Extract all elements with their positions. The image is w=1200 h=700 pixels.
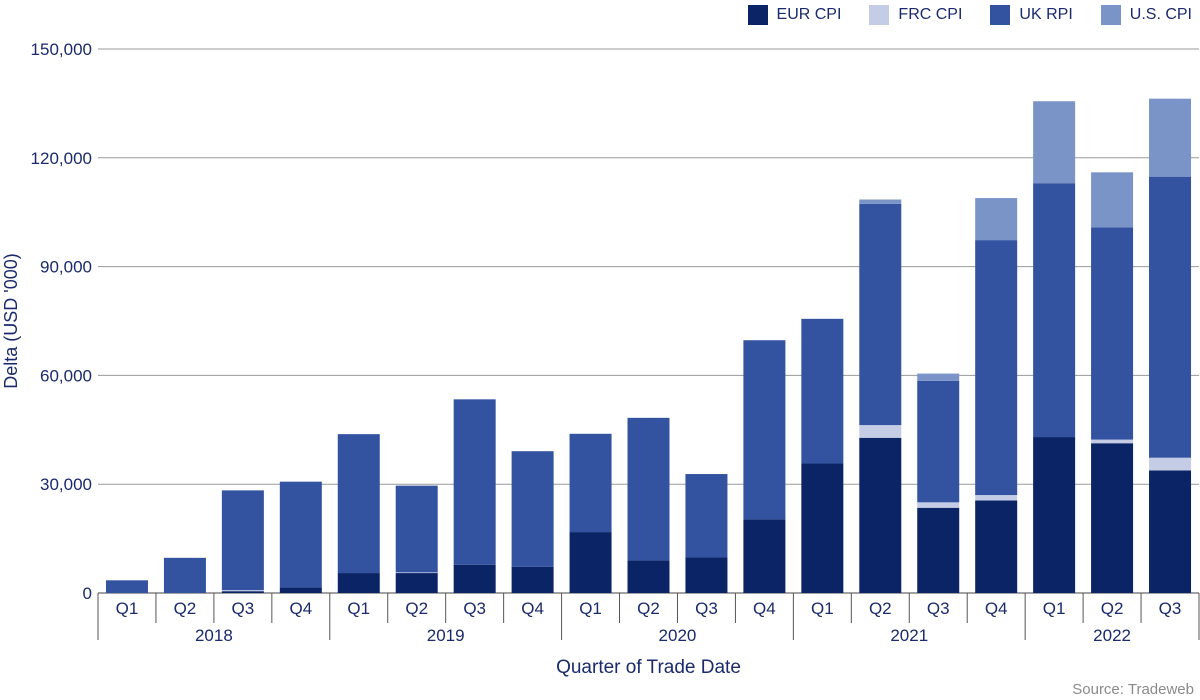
x-tick-label: Q2 — [405, 599, 428, 618]
x-tick-label: Q3 — [463, 599, 486, 618]
source-note: Source: Tradeweb — [1072, 681, 1194, 698]
legend-swatch-eur-cpi — [747, 5, 768, 25]
bar-segment-uk-rpi — [105, 580, 148, 593]
legend-swatch-us-cpi — [1100, 5, 1121, 25]
year-label-2018: 2018 — [195, 626, 233, 645]
bar-segment-uk-rpi — [801, 318, 844, 464]
bar-segment-eur-cpi — [279, 587, 322, 593]
y-tick-label: 120,000 — [31, 149, 92, 168]
bar-segment-eur-cpi — [1149, 470, 1192, 593]
bar-segment-frc-cpi — [221, 590, 264, 592]
bar-segment-uk-rpi — [685, 474, 728, 558]
bar-segment-uk-rpi — [743, 340, 786, 520]
bar-segment-uk-rpi — [163, 557, 206, 593]
bar-segment-uk-rpi — [337, 434, 380, 574]
bar-segment-eur-cpi — [337, 573, 380, 593]
legend-label-frc-cpi: FRC CPI — [898, 6, 963, 23]
y-axis-title: Delta (USD '000) — [1, 253, 21, 388]
bar-segment-uk-rpi — [627, 417, 670, 561]
x-tick-label: Q1 — [811, 599, 834, 618]
bar-segment-u-s-cpi — [1149, 98, 1192, 177]
bar-segment-uk-rpi — [975, 240, 1018, 496]
x-tick-label: Q1 — [116, 599, 139, 618]
bar-segment-u-s-cpi — [1033, 101, 1076, 184]
bar-segment-eur-cpi — [685, 557, 728, 593]
bar-segment-eur-cpi — [627, 560, 670, 593]
year-label-2020: 2020 — [659, 626, 697, 645]
x-tick-label: Q4 — [521, 599, 544, 618]
bar-segment-uk-rpi — [859, 203, 902, 426]
x-tick-label: Q1 — [347, 599, 370, 618]
bar-segment-eur-cpi — [511, 566, 554, 593]
bar-segment-uk-rpi — [279, 481, 322, 588]
bar-segment-uk-rpi — [221, 490, 264, 591]
x-tick-label: Q3 — [232, 599, 255, 618]
x-tick-label: Q1 — [1043, 599, 1066, 618]
year-label-2019: 2019 — [427, 626, 465, 645]
y-tick-label: 150,000 — [31, 40, 92, 59]
bar-segment-eur-cpi — [1033, 437, 1076, 593]
year-label-2021: 2021 — [890, 626, 928, 645]
bar-segment-uk-rpi — [1149, 176, 1192, 458]
year-label-2022: 2022 — [1093, 626, 1131, 645]
bar-segment-frc-cpi — [1091, 439, 1134, 444]
legend-item-uk-rpi: UK RPI — [990, 5, 1073, 25]
bar-segment-eur-cpi — [975, 500, 1018, 593]
x-tick-label: Q2 — [1101, 599, 1124, 618]
bar-segment-uk-rpi — [569, 433, 612, 533]
bar-segment-eur-cpi — [395, 573, 438, 593]
bar-segment-eur-cpi — [569, 532, 612, 593]
legend-swatch-uk-rpi — [990, 5, 1011, 25]
bar-segment-eur-cpi — [801, 463, 844, 593]
legend-label-eur-cpi: EUR CPI — [776, 6, 842, 23]
bar-segment-uk-rpi — [395, 485, 438, 573]
bar-segment-u-s-cpi — [859, 199, 902, 204]
bar-segment-uk-rpi — [1091, 227, 1134, 440]
x-tick-label: Q3 — [695, 599, 718, 618]
bar-segment-eur-cpi — [1091, 443, 1134, 593]
y-tick-label: 30,000 — [40, 475, 92, 494]
bar-segment-eur-cpi — [221, 591, 264, 593]
bar-segment-u-s-cpi — [975, 198, 1018, 241]
x-tick-label: Q2 — [174, 599, 197, 618]
bar-segment-u-s-cpi — [1091, 172, 1134, 228]
bar-segment-frc-cpi — [975, 495, 1018, 501]
bar-segment-uk-rpi — [453, 399, 496, 565]
x-tick-label: Q1 — [579, 599, 602, 618]
legend-item-eur-cpi: EUR CPI — [747, 5, 842, 25]
bar-segment-u-s-cpi — [917, 373, 960, 381]
bar-segment-eur-cpi — [453, 564, 496, 593]
legend-label-uk-rpi: UK RPI — [1019, 6, 1073, 23]
bar-segment-uk-rpi — [511, 451, 554, 567]
legend-item-us-cpi: U.S. CPI — [1100, 5, 1192, 25]
y-tick-label: 60,000 — [40, 366, 92, 385]
x-tick-label: Q4 — [289, 599, 312, 618]
x-axis-title: Quarter of Trade Date — [556, 657, 741, 678]
bar-segment-eur-cpi — [917, 507, 960, 593]
legend-item-frc-cpi: FRC CPI — [869, 5, 962, 25]
x-tick-label: Q4 — [753, 599, 776, 618]
chart-legend: EUR CPI FRC CPI UK RPI U.S. CPI — [720, 5, 1192, 25]
x-tick-label: Q2 — [637, 599, 660, 618]
bar-segment-frc-cpi — [395, 572, 438, 574]
bar-segment-frc-cpi — [859, 425, 902, 438]
bar-segment-uk-rpi — [1033, 183, 1076, 438]
x-tick-label: Q3 — [1159, 599, 1182, 618]
bar-segment-eur-cpi — [859, 437, 902, 593]
y-tick-label: 0 — [83, 584, 92, 603]
x-tick-label: Q2 — [869, 599, 892, 618]
bar-segment-uk-rpi — [917, 380, 960, 503]
x-tick-label: Q3 — [927, 599, 950, 618]
y-tick-label: 90,000 — [40, 258, 92, 277]
bar-segment-frc-cpi — [917, 502, 960, 508]
bar-segment-eur-cpi — [743, 519, 786, 593]
legend-label-us-cpi: U.S. CPI — [1129, 6, 1192, 23]
legend-swatch-frc-cpi — [869, 5, 890, 25]
x-tick-label: Q4 — [985, 599, 1008, 618]
bar-segment-frc-cpi — [1149, 457, 1192, 471]
